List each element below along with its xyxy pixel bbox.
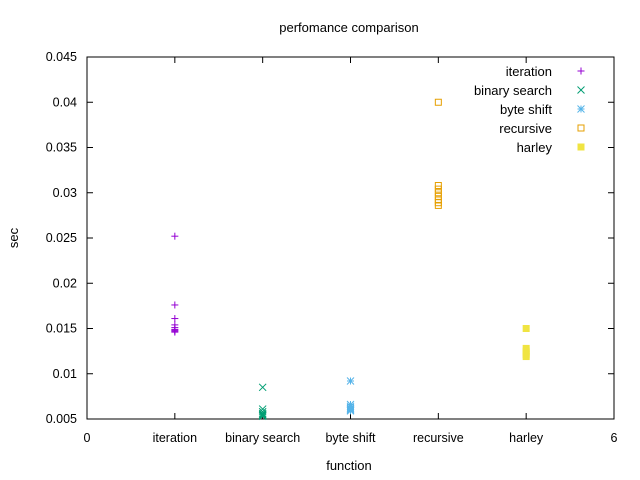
- y-tick-labels: 0.005 0.01 0.015 0.02 0.025 0.03 0.035 0.04 0.04…: [46, 50, 77, 426]
- legend-label-harley: harley: [517, 140, 553, 155]
- data-point-recursive: [434, 182, 442, 190]
- y-tick-label: 0.03: [53, 186, 77, 200]
- x-tick-label: harley: [509, 431, 544, 445]
- legend-marker-byte-shift: [577, 105, 585, 113]
- data-point-recursive: [434, 192, 442, 200]
- x-tick-label: 0: [84, 431, 91, 445]
- data-point-iteration: [171, 301, 179, 309]
- legend-label-byte-shift: byte shift: [500, 102, 552, 117]
- legend-label-iteration: iteration: [506, 64, 552, 79]
- x-tick-label: recursive: [413, 431, 464, 445]
- data-point-binary-search: [258, 383, 267, 392]
- data-point-recursive: [434, 98, 442, 106]
- y-tick-label: 0.005: [46, 412, 77, 426]
- y-tick-label: 0.025: [46, 231, 77, 245]
- data-point-iteration: [171, 315, 179, 323]
- y-tick-label: 0.035: [46, 141, 77, 155]
- y-axis-label: sec: [6, 227, 21, 248]
- data-point-iteration: [171, 328, 179, 336]
- y-tick-label: 0.045: [46, 50, 77, 64]
- data-point-recursive: [434, 189, 442, 197]
- data-point-iteration: [171, 232, 179, 240]
- x-tick-label: iteration: [153, 431, 198, 445]
- x-tick-label: 6: [611, 431, 618, 445]
- data-point-recursive: [434, 201, 442, 209]
- x-tick-label: binary search: [225, 431, 300, 445]
- data-point-harley: [522, 353, 530, 361]
- legend: iteration binary search byte shift recursiv…: [474, 64, 585, 155]
- legend-marker-binary-search: [577, 86, 585, 94]
- chart-title: perfomance comparison: [279, 20, 418, 35]
- x-axis-label: function: [326, 458, 372, 473]
- data-point-harley: [522, 325, 530, 332]
- y-tick-label: 0.04: [53, 95, 77, 109]
- data-point-byte-shift: [346, 377, 355, 385]
- data-point-binary-search: [258, 411, 267, 420]
- data-point-binary-search: [258, 410, 267, 419]
- y-tick-label: 0.02: [53, 276, 77, 290]
- legend-label-recursive: recursive: [499, 121, 552, 136]
- data-point-binary-search: [258, 409, 267, 418]
- axis-ticks: [86, 56, 615, 420]
- data-point-byte-shift: [346, 407, 355, 415]
- data-point-binary-search: [258, 412, 267, 421]
- legend-label-binary-search: binary search: [474, 83, 552, 98]
- x-tick-label: byte shift: [325, 431, 376, 445]
- y-tick-label: 0.015: [46, 322, 77, 336]
- data-points: [171, 98, 530, 421]
- legend-marker-iteration: [577, 67, 585, 75]
- legend-marker-recursive: [577, 124, 585, 132]
- legend-marker-harley: [577, 143, 585, 151]
- data-point-recursive: [434, 185, 442, 193]
- x-tick-labels: 0 iteration binary search byte shift recursi…: [84, 431, 618, 445]
- y-tick-label: 0.01: [53, 367, 77, 381]
